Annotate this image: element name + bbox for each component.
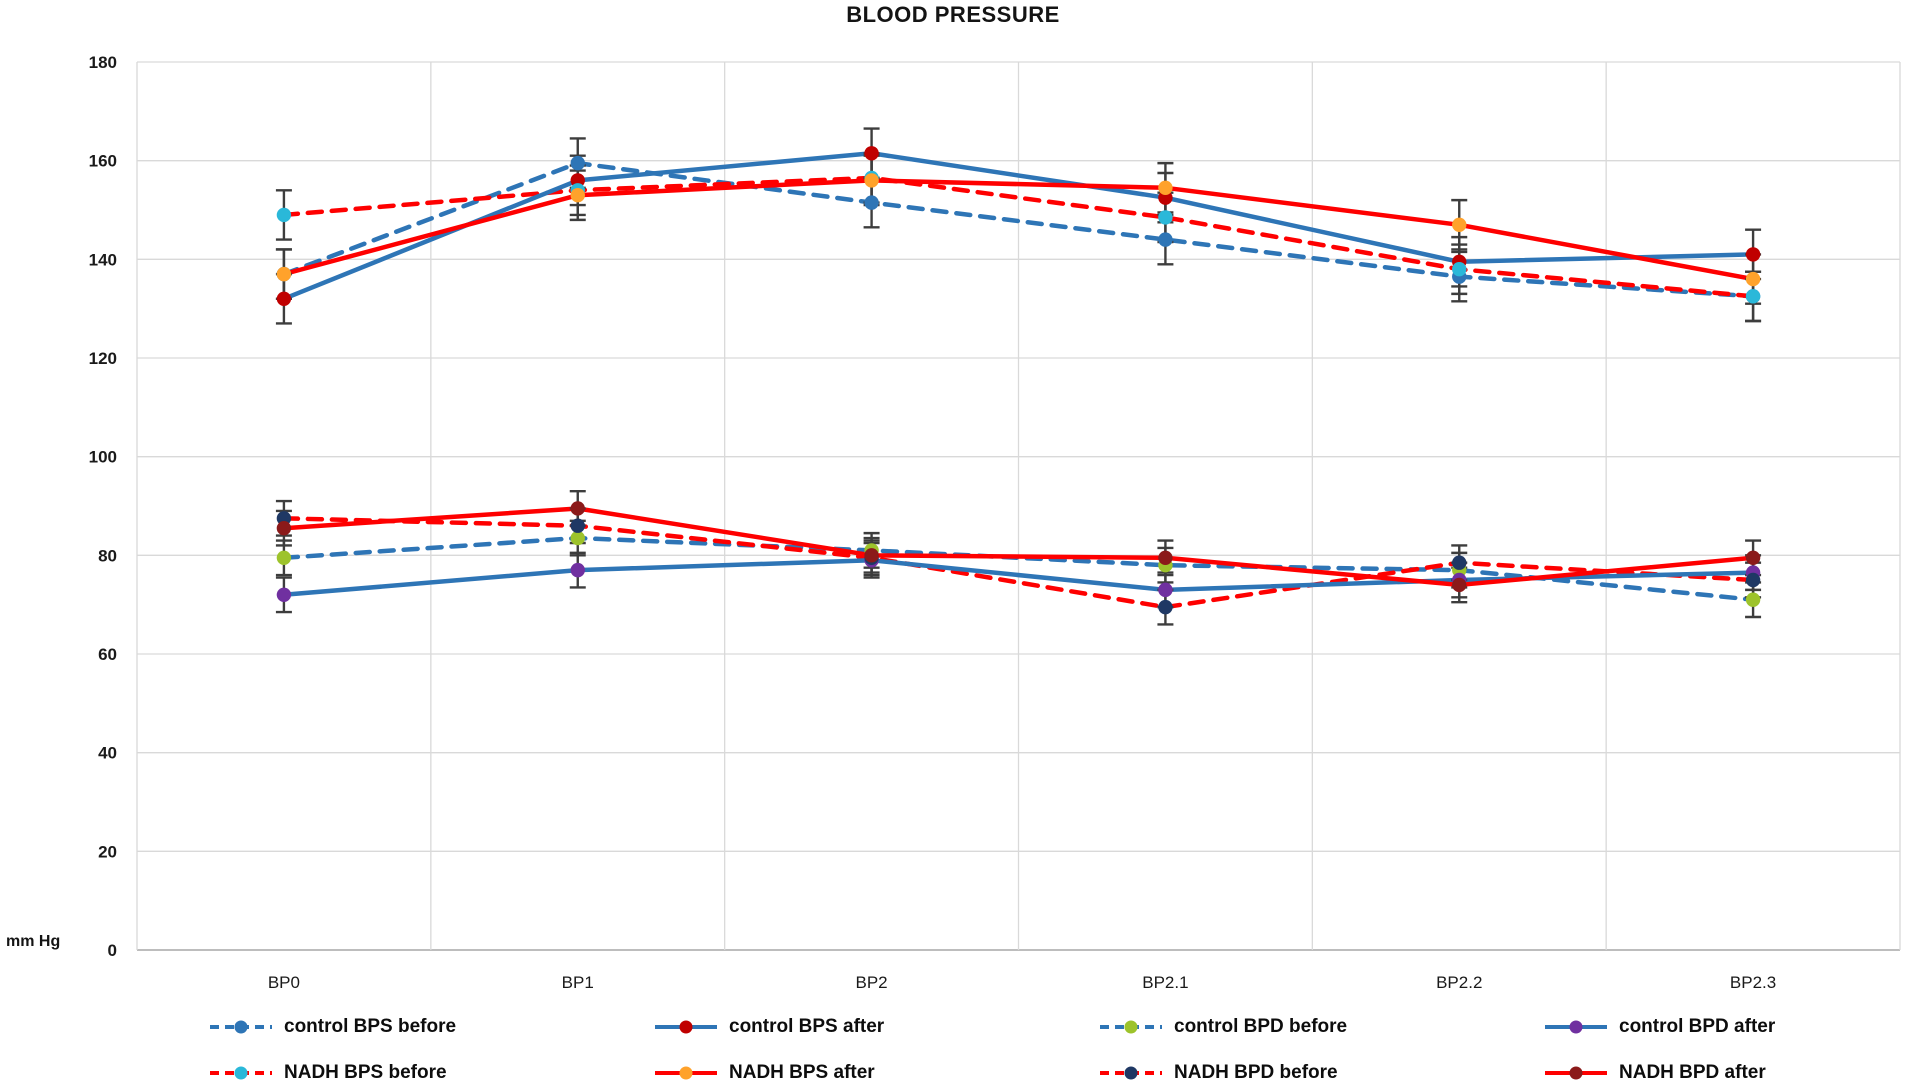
data-point-control-bps-after bbox=[1158, 190, 1173, 205]
y-tick-label: 140 bbox=[89, 250, 117, 269]
x-tick-label: BP2.2 bbox=[1436, 973, 1482, 992]
y-axis-unit-label: mm Hg bbox=[6, 933, 61, 950]
data-point-control-bps-after bbox=[864, 146, 879, 161]
data-point-nadh-bps-after bbox=[1745, 271, 1761, 287]
data-point-control-bpd-after bbox=[1158, 582, 1173, 598]
data-point-nadh-bps-after bbox=[864, 173, 879, 188]
legend-label: control BPD before bbox=[1174, 1016, 1348, 1037]
data-point-control-bpd-before bbox=[276, 550, 292, 565]
legend-key-icon bbox=[1100, 1066, 1162, 1080]
x-tick-label: BP2.3 bbox=[1730, 973, 1776, 992]
x-tick-label: BP2.1 bbox=[1142, 973, 1188, 992]
data-point-nadh-bpd-before bbox=[570, 518, 585, 533]
x-tick-label: BP0 bbox=[268, 973, 300, 992]
y-tick-label: 40 bbox=[98, 744, 117, 763]
legend-item-control-bpd-before: control BPD before bbox=[1098, 1016, 1543, 1038]
x-tick-label: BP1 bbox=[562, 973, 594, 992]
legend-item-nadh-bps-after: NADH BPS after bbox=[653, 1062, 1098, 1084]
data-point-nadh-bps-before bbox=[1745, 289, 1761, 304]
legend-key-icon bbox=[1545, 1020, 1607, 1034]
data-point-nadh-bpd-before bbox=[1452, 555, 1467, 570]
legend-item-nadh-bpd-after: NADH BPD after bbox=[1543, 1062, 1906, 1084]
data-point-nadh-bps-before bbox=[1158, 210, 1173, 225]
legend-label: NADH BPS after bbox=[729, 1062, 875, 1083]
data-point-nadh-bpd-after bbox=[570, 501, 585, 516]
data-point-nadh-bpd-after bbox=[276, 521, 292, 536]
y-tick-label: 0 bbox=[108, 941, 117, 960]
data-point-nadh-bps-after bbox=[1452, 217, 1467, 232]
y-tick-label: 20 bbox=[98, 842, 117, 861]
y-tick-label: 120 bbox=[89, 349, 117, 368]
data-point-nadh-bps-before bbox=[276, 207, 292, 223]
data-point-nadh-bpd-after bbox=[1452, 577, 1467, 593]
chart-legend: control BPS before control BPS after con… bbox=[208, 1016, 1906, 1084]
data-point-control-bps-after bbox=[570, 173, 585, 188]
legend-key-icon bbox=[655, 1020, 717, 1034]
series-line-control-bps-after bbox=[281, 151, 1756, 302]
data-point-control-bpd-after bbox=[276, 587, 292, 602]
data-point-nadh-bps-before bbox=[1452, 262, 1467, 277]
legend-key-icon bbox=[1545, 1066, 1607, 1080]
legend-item-control-bps-before: control BPS before bbox=[208, 1016, 653, 1038]
series-line-nadh-bps-before bbox=[281, 175, 1756, 299]
y-tick-label: 180 bbox=[89, 53, 117, 72]
data-point-nadh-bps-after bbox=[276, 266, 292, 282]
series-line-nadh-bpd-after bbox=[281, 506, 1756, 588]
legend-key-icon bbox=[210, 1020, 272, 1034]
y-tick-label: 60 bbox=[98, 645, 117, 664]
legend-item-nadh-bpd-before: NADH BPD before bbox=[1098, 1062, 1543, 1084]
legend-key-icon bbox=[1100, 1020, 1162, 1034]
legend-label: NADH BPD after bbox=[1619, 1062, 1766, 1083]
y-tick-label: 80 bbox=[98, 546, 117, 565]
y-tick-label: 100 bbox=[89, 448, 117, 467]
data-point-nadh-bpd-before bbox=[1158, 599, 1173, 615]
data-point-control-bps-before bbox=[1158, 232, 1173, 247]
legend-key-icon bbox=[210, 1066, 272, 1080]
x-tick-label: BP2 bbox=[856, 973, 888, 992]
series-line-nadh-bpd-before bbox=[281, 516, 1756, 610]
legend-item-control-bps-after: control BPS after bbox=[653, 1016, 1098, 1038]
legend-key-icon bbox=[655, 1066, 717, 1080]
data-point-control-bpd-after bbox=[570, 562, 585, 578]
data-point-nadh-bpd-before bbox=[1745, 572, 1761, 588]
legend-label: control BPS after bbox=[729, 1016, 885, 1037]
legend-label: NADH BPD before bbox=[1174, 1062, 1338, 1083]
data-point-nadh-bps-after bbox=[1158, 180, 1173, 195]
legend-item-nadh-bps-before: NADH BPS before bbox=[208, 1062, 653, 1084]
data-point-control-bps-before bbox=[864, 195, 879, 210]
data-point-nadh-bpd-after bbox=[1158, 550, 1173, 565]
y-tick-label: 160 bbox=[89, 152, 117, 171]
data-point-control-bps-before bbox=[570, 155, 585, 171]
chart-title: BLOOD PRESSURE bbox=[846, 2, 1060, 27]
legend-label: control BPS before bbox=[284, 1016, 457, 1037]
legend-label: control BPD after bbox=[1619, 1016, 1776, 1037]
series-line-nadh-bps-after bbox=[281, 178, 1756, 282]
data-point-nadh-bps-after bbox=[570, 188, 585, 203]
data-point-control-bpd-before bbox=[570, 530, 585, 546]
series-line-control-bps-before bbox=[281, 160, 1756, 299]
data-point-control-bps-after bbox=[276, 291, 292, 306]
data-point-control-bps-after bbox=[1745, 247, 1761, 262]
legend-label: NADH BPS before bbox=[284, 1062, 447, 1083]
data-point-nadh-bpd-after bbox=[864, 548, 879, 563]
data-point-control-bpd-before bbox=[1745, 592, 1761, 607]
data-point-nadh-bpd-before bbox=[276, 511, 292, 526]
data-point-nadh-bpd-after bbox=[1745, 550, 1761, 565]
legend-item-control-bpd-after: control BPD after bbox=[1543, 1016, 1906, 1038]
chart-plot-area: 0 20 40 60 80 100 120 140 160 180 BP0 BP1 BP2 BP2.1 BP… bbox=[89, 53, 1901, 992]
